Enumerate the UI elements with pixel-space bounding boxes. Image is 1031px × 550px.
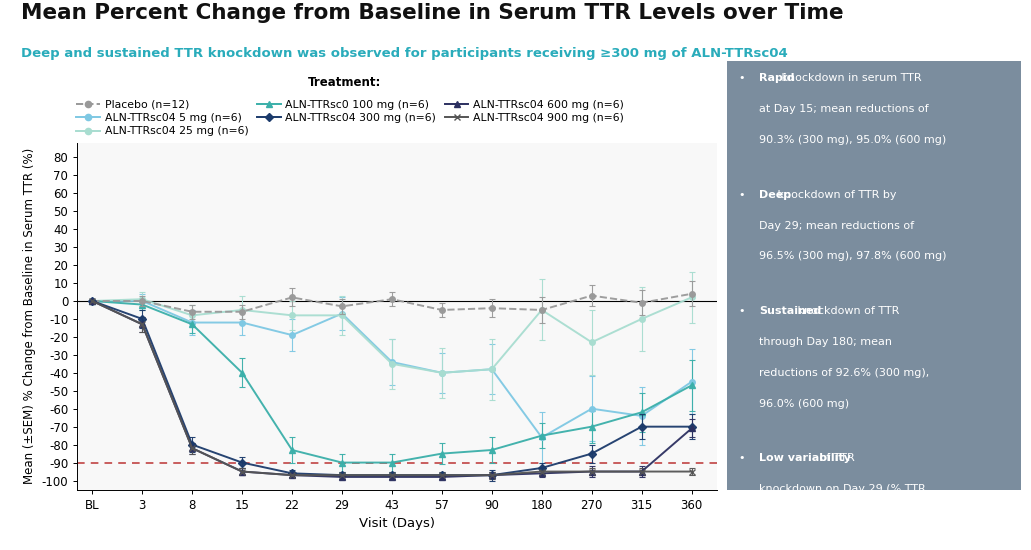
Text: at Day 15; mean reductions of: at Day 15; mean reductions of — [759, 104, 929, 114]
Text: knockdown of TTR by: knockdown of TTR by — [774, 190, 897, 200]
Text: knockdown on Day 29 (% TTR: knockdown on Day 29 (% TTR — [759, 484, 926, 494]
Text: 96.0% (600 mg): 96.0% (600 mg) — [759, 399, 850, 409]
FancyBboxPatch shape — [727, 60, 1021, 490]
Text: Mean Percent Change from Baseline in Serum TTR Levels over Time: Mean Percent Change from Baseline in Ser… — [21, 3, 843, 23]
Text: Low variability: Low variability — [759, 453, 851, 463]
Text: knockdown in serum TTR: knockdown in serum TTR — [778, 73, 922, 84]
Text: Deep: Deep — [759, 190, 792, 200]
Text: knockdown of TTR: knockdown of TTR — [794, 306, 899, 316]
Text: through Day 180; mean: through Day 180; mean — [759, 337, 892, 347]
Text: Day 29; mean reductions of: Day 29; mean reductions of — [759, 221, 914, 230]
Text: Rapid: Rapid — [759, 73, 795, 84]
Y-axis label: Mean (±SEM) % Change from Baseline in Serum TTR (%): Mean (±SEM) % Change from Baseline in Se… — [23, 148, 36, 485]
Text: 96.5% (300 mg), 97.8% (600 mg): 96.5% (300 mg), 97.8% (600 mg) — [759, 251, 946, 261]
Text: Treatment:: Treatment: — [307, 76, 380, 89]
Text: reduction range):  96.0–96.7%: reduction range): 96.0–96.7% — [759, 515, 929, 525]
Text: •: • — [738, 453, 745, 463]
Text: 90.3% (300 mg), 95.0% (600 mg): 90.3% (300 mg), 95.0% (600 mg) — [759, 135, 946, 145]
Text: reductions of 92.6% (300 mg),: reductions of 92.6% (300 mg), — [759, 367, 929, 378]
Legend: Placebo (n=12), ALN-TTRsc04 5 mg (n=6), ALN-TTRsc04 25 mg (n=6), ALN-TTRsc0 100 : Placebo (n=12), ALN-TTRsc04 5 mg (n=6), … — [76, 100, 624, 136]
Text: (300 mg), 96.6–98.6% (600 mg): (300 mg), 96.6–98.6% (600 mg) — [759, 546, 938, 550]
Text: Deep and sustained TTR knockdown was observed for participants receiving ≥300 mg: Deep and sustained TTR knockdown was obs… — [21, 47, 788, 60]
Text: •: • — [738, 73, 745, 84]
Text: of TTR: of TTR — [817, 453, 856, 463]
Text: Sustained: Sustained — [759, 306, 822, 316]
X-axis label: Visit (Days): Visit (Days) — [359, 517, 435, 530]
Text: •: • — [738, 306, 745, 316]
Text: •: • — [738, 190, 745, 200]
